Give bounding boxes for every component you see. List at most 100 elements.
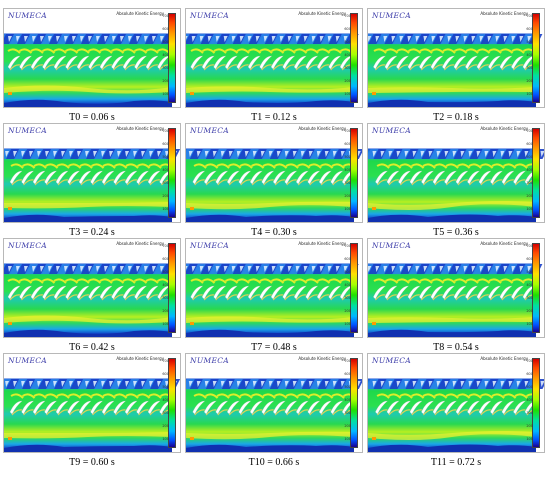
color-scale-tick: 400 xyxy=(344,168,351,172)
blade xyxy=(238,170,252,185)
color-scale-bar xyxy=(168,243,176,333)
blade xyxy=(124,400,138,415)
blade xyxy=(478,170,492,185)
blade xyxy=(122,55,136,70)
color-scale-tick: 300 xyxy=(162,411,169,415)
blade xyxy=(271,55,284,70)
blade xyxy=(294,55,307,70)
flow-snapshot: NUMECA Absolute Kinetic Energy 700 600 500 40… xyxy=(185,123,363,223)
blade xyxy=(147,400,161,415)
blade xyxy=(30,285,44,300)
blade xyxy=(432,170,446,185)
brand-label: NUMECA xyxy=(372,241,411,250)
color-scale-tick: 200 xyxy=(526,309,533,313)
legend-title: Absolute Kinetic Energy xyxy=(116,356,164,361)
blade xyxy=(444,170,457,185)
color-scale-tick: 500 xyxy=(526,40,533,44)
color-scale-tick: 300 xyxy=(526,66,533,70)
blade xyxy=(7,55,21,70)
flow-snapshot: NUMECA Absolute Kinetic Energy 700 600 500 40… xyxy=(185,238,363,338)
blade xyxy=(294,285,307,300)
blade xyxy=(32,400,46,415)
blade xyxy=(259,55,273,70)
flow-snapshot: NUMECA Absolute Kinetic Energy 700 600 500 40… xyxy=(3,123,181,223)
blade xyxy=(227,400,240,415)
contour-plot xyxy=(186,9,359,107)
color-scale-tick: 100 xyxy=(344,322,351,326)
brand-label: NUMECA xyxy=(8,11,47,20)
color-scale-tick: 400 xyxy=(344,398,351,402)
blade xyxy=(53,55,67,70)
blade xyxy=(499,285,513,300)
color-scale-bar xyxy=(532,13,540,103)
blade xyxy=(215,400,229,415)
color-scale-tick: 400 xyxy=(344,53,351,57)
color-scale-bar xyxy=(350,128,358,218)
blade xyxy=(513,400,526,415)
legend-title: Absolute Kinetic Energy xyxy=(116,126,164,131)
blade xyxy=(407,285,421,300)
snapshot-cell: NUMECA Absolute Kinetic Energy 700 600 500 40… xyxy=(185,123,363,241)
time-caption: T6 = 0.42 s xyxy=(69,342,115,353)
color-scale-tick: 700 xyxy=(526,244,533,248)
time-caption: T3 = 0.24 s xyxy=(69,227,115,238)
color-scale-tick: 100 xyxy=(162,92,169,96)
blade xyxy=(32,170,46,185)
legend-title: Absolute Kinetic Energy xyxy=(298,356,346,361)
blade xyxy=(192,400,206,415)
legend-title: Absolute Kinetic Energy xyxy=(298,11,346,16)
color-scale-tick: 400 xyxy=(526,168,533,172)
blade xyxy=(67,170,80,185)
blade xyxy=(259,285,273,300)
contour-plot xyxy=(186,354,362,452)
contour-plot xyxy=(368,354,544,452)
blade xyxy=(44,170,57,185)
blade xyxy=(21,400,34,415)
time-caption: T10 = 0.66 s xyxy=(248,457,300,468)
blade xyxy=(476,285,490,300)
color-scale-tick: 700 xyxy=(344,129,351,133)
blade xyxy=(55,170,69,185)
blade xyxy=(282,285,296,300)
legend-title: Absolute Kinetic Energy xyxy=(480,356,528,361)
color-scale-tick: 100 xyxy=(162,322,169,326)
brand-label: NUMECA xyxy=(372,356,411,365)
blade xyxy=(282,55,296,70)
color-scale-tick: 700 xyxy=(526,359,533,363)
snapshot-cell: NUMECA Absolute Kinetic Energy 700 600 500 40… xyxy=(185,238,363,356)
blade xyxy=(467,170,480,185)
color-scale-tick: 200 xyxy=(162,309,169,313)
contour-plot xyxy=(4,354,180,452)
blade xyxy=(76,285,90,300)
color-scale-tick: 300 xyxy=(526,181,533,185)
color-scale-tick: 400 xyxy=(162,53,169,57)
brand-label: NUMECA xyxy=(8,241,47,250)
snapshot-cell: NUMECA Absolute Kinetic Energy 700 600 500 40… xyxy=(3,353,181,471)
blade xyxy=(136,400,149,415)
time-caption: T11 = 0.72 s xyxy=(430,457,482,468)
blade xyxy=(444,400,457,415)
blade xyxy=(101,170,115,185)
legend-title: Absolute Kinetic Energy xyxy=(116,241,164,246)
blade xyxy=(190,55,204,70)
color-scale-tick: 700 xyxy=(162,129,169,133)
blade xyxy=(204,170,217,185)
color-scale-tick: 600 xyxy=(344,372,351,376)
color-scale-tick: 200 xyxy=(344,309,351,313)
color-scale-tick: 700 xyxy=(344,14,351,18)
blade xyxy=(386,400,400,415)
blade xyxy=(261,400,275,415)
time-caption: T1 = 0.12 s xyxy=(251,112,297,123)
blade xyxy=(328,285,342,300)
color-scale-bar xyxy=(168,13,176,103)
blade xyxy=(430,285,444,300)
color-scale-tick: 700 xyxy=(162,14,169,18)
blade xyxy=(419,55,432,70)
color-scale-bar xyxy=(350,358,358,448)
blade xyxy=(384,55,398,70)
color-scale-tick: 600 xyxy=(526,142,533,146)
blade xyxy=(238,400,252,415)
blade xyxy=(65,285,78,300)
blade xyxy=(490,400,503,415)
blade xyxy=(442,285,455,300)
